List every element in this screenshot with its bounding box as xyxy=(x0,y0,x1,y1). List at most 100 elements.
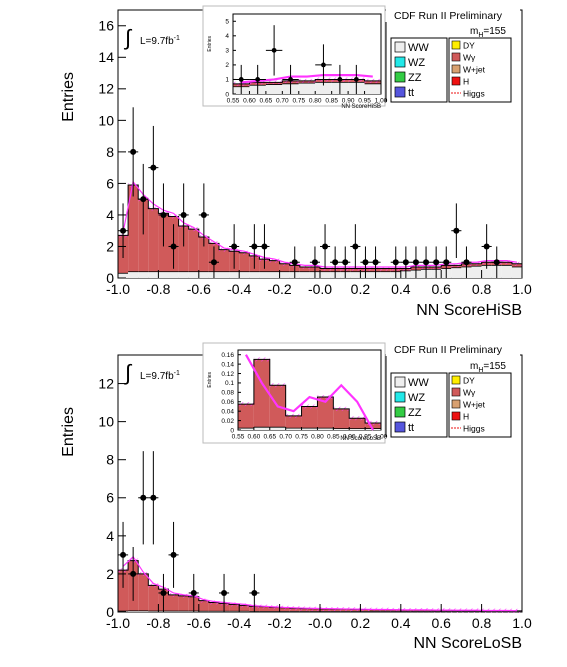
top-bar-wgamma xyxy=(148,208,159,272)
top-data-point xyxy=(150,164,157,171)
top-inset-higgs-line xyxy=(241,73,373,84)
top-data-point xyxy=(352,243,359,250)
top-y-tick-label: 16 xyxy=(98,18,114,34)
top-data-point xyxy=(433,259,440,266)
bottom-inset-x-tick-label: 0.75 xyxy=(295,434,308,441)
bottom-data-point xyxy=(160,589,167,596)
top-bar-other xyxy=(501,265,512,278)
bottom-x-tick-label: -0.0 xyxy=(308,615,332,631)
top-y-tick-label: 8 xyxy=(106,144,114,160)
top-x-tick-label: -0.2 xyxy=(268,281,292,297)
bottom-inset-y-label: Entries xyxy=(207,372,213,388)
bottom-inset-x-tick-label: 0.85 xyxy=(327,434,340,441)
bottom-inset-x-tick-label: 0.60 xyxy=(248,434,261,441)
bottom-legend-label: WW xyxy=(408,377,429,389)
top-inset-x-tick-label: 0.70 xyxy=(276,98,289,105)
bottom-y-tick-label: 10 xyxy=(98,414,114,430)
top-y-ticks: 0 2 4 6 8 10 12 14 16 xyxy=(98,18,126,286)
top-inset-data-point xyxy=(255,77,261,82)
bottom-inset-x-tick-label: 0.70 xyxy=(279,434,292,441)
bottom-inset-bar-other xyxy=(349,428,366,430)
bottom-x-tick-label: -0.4 xyxy=(227,615,251,631)
bottom-legend-swatch xyxy=(451,387,461,397)
bottom-y-tick-label: 4 xyxy=(106,528,114,544)
top-x-axis-label: NN ScoreHiSB xyxy=(416,302,522,319)
bottom-legend-label: W+jet xyxy=(463,400,486,410)
top-inset-x-ticks: 0.55 0.60 0.65 0.70 0.75 0.80 0.85 0.90 0.95 1.00 xyxy=(227,91,388,105)
top-data-point xyxy=(261,243,268,250)
bottom-inset-y-tick-label: 0.16 xyxy=(221,352,234,359)
top-bar-wgamma xyxy=(178,225,189,272)
bottom-mass-label: mH=155 xyxy=(470,361,506,374)
top-inset-bar-other xyxy=(315,82,332,94)
bottom-x-tick-label: -0.2 xyxy=(268,615,292,631)
bottom-inset-y-tick-label: 0.04 xyxy=(221,408,234,415)
top-legend-swatch xyxy=(451,76,461,86)
top-mass-label: mH=155 xyxy=(470,26,506,39)
top-inset-bar-other xyxy=(265,84,283,94)
top-bar-other xyxy=(229,271,240,278)
top-data-point xyxy=(160,211,167,218)
top-integral-symbol: ∫ xyxy=(123,25,133,50)
top-inset-x-tick-label: 0.75 xyxy=(292,98,305,105)
bottom-bar-other xyxy=(168,611,179,612)
bottom-legend-label: ZZ xyxy=(408,407,422,419)
bottom-inset-bar-other xyxy=(269,427,286,430)
bottom-data-point xyxy=(251,589,258,596)
top-x-ticks: -1.0 -0.8 -0.6 -0.4 -0.2 -0.0 0.2 0.4 0.6 0.8 1.0 xyxy=(106,270,532,297)
top-legend-swatch xyxy=(451,64,461,74)
top-inset-bar-other xyxy=(298,83,316,94)
top-y-tick-label: 10 xyxy=(98,112,114,128)
bottom-inset-bar-other xyxy=(238,428,254,430)
top-y-axis-label: Entries xyxy=(60,72,77,122)
top-bar-wgamma xyxy=(279,263,290,272)
top-higgs-overlay xyxy=(122,180,518,268)
bottom-bar-wgamma xyxy=(198,600,209,612)
top-bar-other xyxy=(380,271,391,278)
top-inset-data-point xyxy=(337,77,343,82)
top-inset-x-tick-label: 0.85 xyxy=(325,98,338,105)
bottom-inset-x-tick-label: 1.00 xyxy=(375,434,388,441)
bottom-inset-bar-other xyxy=(333,428,350,430)
top-inset-x-tick-label: 0.90 xyxy=(342,98,355,105)
top-bar-other xyxy=(320,271,331,278)
top-legend-label: DY xyxy=(463,41,475,51)
top-bar-other xyxy=(279,271,290,278)
top-data-point xyxy=(332,259,339,266)
top-inset-higgs-overlay xyxy=(241,73,373,84)
top-x-tick-label: 0.4 xyxy=(391,281,411,297)
bottom-inset-bar-other xyxy=(317,428,334,430)
top-legend-label: W+jet xyxy=(463,65,486,75)
bottom-inset-y-tick-label: 0.12 xyxy=(221,371,234,378)
top-y-tick-label: 12 xyxy=(98,81,114,97)
bottom-legend-label: tt xyxy=(408,422,414,434)
top-legend-label: Wγ xyxy=(463,53,476,63)
top-inset-x-tick-label: 0.65 xyxy=(260,98,273,105)
top-header-box xyxy=(386,8,520,22)
bottom-inset-y-ticks: 0 0.02 0.04 0.06 0.08 0.1 0.12 0.14 0.16 xyxy=(221,352,241,434)
top-legend-label: tt xyxy=(408,87,414,99)
top-bar-other xyxy=(178,271,189,278)
top-data-point xyxy=(180,211,187,218)
top-y-tick-label: 6 xyxy=(106,175,114,191)
bottom-inset-y-tick-label: 0.06 xyxy=(221,399,234,406)
top-bar-other xyxy=(158,271,169,278)
bottom-inset-bar-wgamma xyxy=(317,397,334,429)
top-data-point xyxy=(362,259,369,266)
bottom-legend-swatch xyxy=(451,399,461,409)
top-bar-other xyxy=(269,271,280,278)
bottom-legend-label: DY xyxy=(463,376,475,386)
bottom-panel: -1.0 -0.8 -0.6 -0.4 -0.2 -0.0 0.2 0.4 0.6 0.8 1.0 … xyxy=(60,342,532,652)
bottom-bar-other xyxy=(128,610,139,612)
top-x-tick-label: -0.8 xyxy=(146,281,170,297)
bottom-bar-other xyxy=(138,610,149,612)
top-y-tick-label: 14 xyxy=(98,49,114,65)
top-inset: 0.55 0.60 0.65 0.70 0.75 0.80 0.85 0.90 0.95 1.00… xyxy=(202,5,388,110)
bottom-inset-bar-wgamma xyxy=(349,418,366,429)
top-inset-y-tick-label: 0 xyxy=(225,91,229,98)
bottom-legend-swatch xyxy=(451,375,461,385)
bottom-x-tick-label: -1.0 xyxy=(106,615,130,631)
bottom-y-ticks: 0 2 4 6 8 10 12 xyxy=(98,375,126,620)
top-bar-other xyxy=(471,266,482,278)
top-inset-data-point xyxy=(353,77,359,82)
